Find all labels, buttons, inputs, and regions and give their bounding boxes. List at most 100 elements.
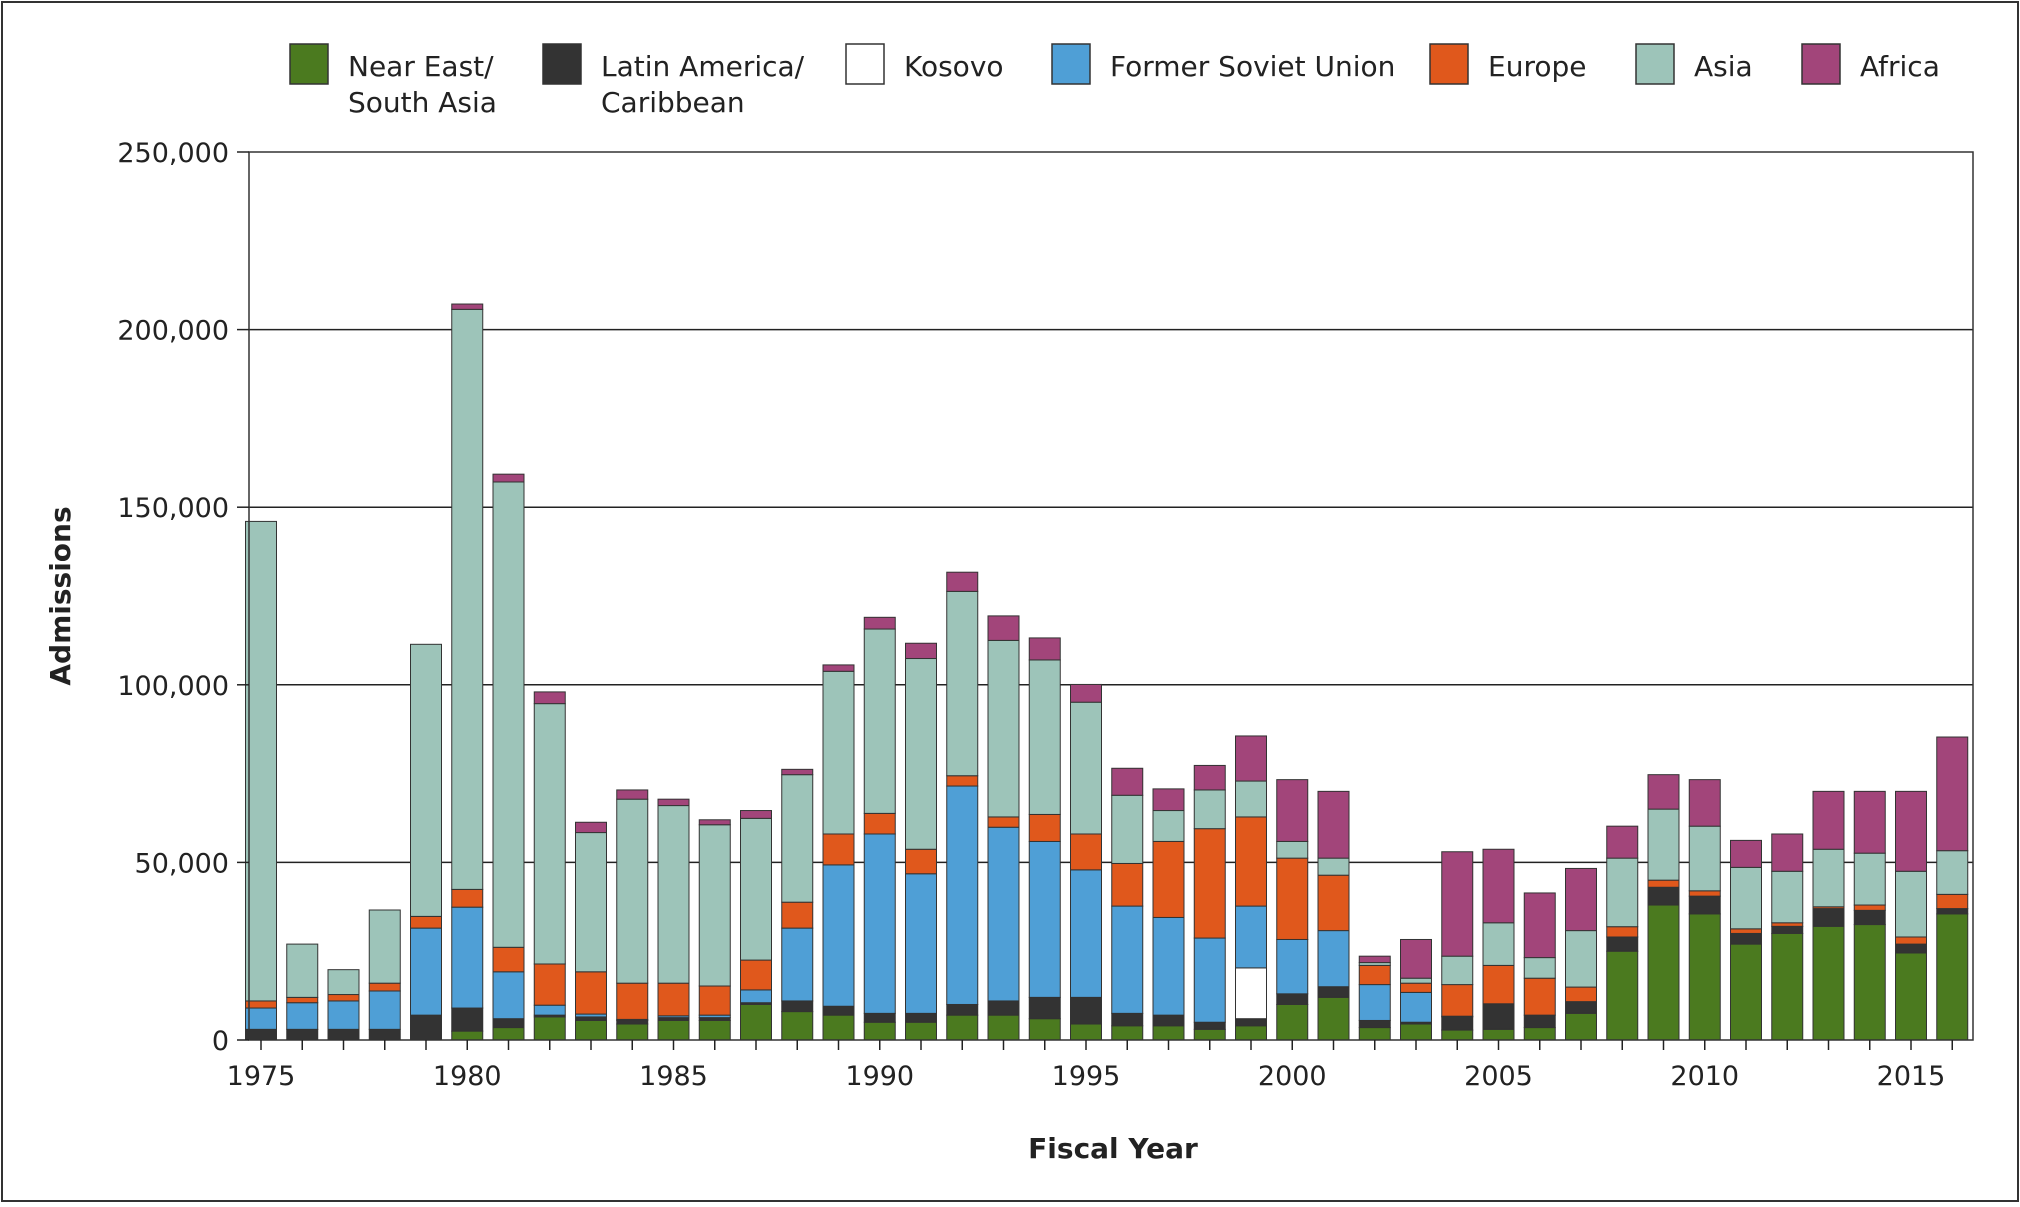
x-axis-label: Fiscal Year — [1028, 1132, 1198, 1165]
bar-segment-africa-2001 — [1317, 790, 1350, 859]
bar-segment-asia-2011 — [1730, 866, 1762, 930]
bar-segment-europe-1985 — [657, 982, 690, 1017]
bar-segment-near-east-south-asia-1995 — [1070, 1023, 1102, 1041]
bar-segment-asia-1984 — [616, 798, 649, 984]
bar-segment-latin-america-caribbean-2007 — [1565, 1001, 1597, 1014]
bar-segment-latin-america-caribbean-1998 — [1193, 1021, 1226, 1030]
legend-item: Near East/South Asia — [289, 43, 497, 119]
bar-segment-africa-1993 — [987, 615, 1020, 641]
bar-segment-asia-2004 — [1441, 955, 1474, 986]
bar-segment-near-east-south-asia-1988 — [781, 1011, 814, 1041]
bar-segment-latin-america-caribbean-1994 — [1028, 996, 1061, 1020]
bar-segment-asia-1977 — [327, 969, 360, 996]
bar-segment-near-east-south-asia-2002 — [1358, 1027, 1391, 1041]
bar-segment-europe-1991 — [905, 848, 937, 875]
bar-segment-near-east-south-asia-1986 — [698, 1019, 731, 1041]
bar-segment-latin-america-caribbean-1999 — [1235, 1018, 1267, 1027]
bar-segment-near-east-south-asia-1985 — [657, 1019, 690, 1041]
bar-segment-asia-1986 — [698, 824, 731, 987]
bar-segment-africa-1989 — [822, 664, 855, 672]
bar-segment-near-east-south-asia-2011 — [1730, 943, 1762, 1041]
bar-segment-asia-2009 — [1647, 808, 1680, 881]
bar-segment-former-soviet-union-1997 — [1152, 916, 1185, 1016]
y-tick-label: 50,000 — [135, 848, 229, 879]
bar-segment-europe-1976 — [286, 996, 319, 1004]
x-tick-label: 2000 — [1258, 1061, 1327, 1092]
bar-segment-asia-2008 — [1606, 857, 1639, 928]
legend-item: Africa — [1801, 43, 1940, 85]
bar-segment-near-east-south-asia-1998 — [1193, 1028, 1226, 1041]
x-tick-label: 1985 — [639, 1061, 708, 1092]
bar-segment-africa-2011 — [1730, 839, 1762, 868]
bar-segment-near-east-south-asia-1987 — [740, 1003, 772, 1041]
bar-segment-africa-2009 — [1647, 774, 1680, 810]
bar-segment-asia-1996 — [1111, 794, 1144, 864]
bar-segment-latin-america-caribbean-2000 — [1276, 993, 1309, 1005]
legend-swatch — [1051, 43, 1091, 85]
bar-segment-asia-1981 — [492, 481, 525, 948]
bar-segment-near-east-south-asia-1994 — [1028, 1018, 1061, 1041]
bar-segment-africa-2000 — [1276, 779, 1309, 842]
bar-segment-africa-1986 — [698, 819, 731, 826]
bar-segment-europe-1993 — [987, 816, 1020, 828]
bar-segment-africa-1994 — [1028, 637, 1061, 661]
bar-segment-latin-america-caribbean-2010 — [1688, 895, 1721, 915]
bar-segment-near-east-south-asia-1992 — [946, 1014, 979, 1041]
bar-segment-europe-1983 — [575, 971, 607, 1015]
legend-swatch — [289, 43, 329, 85]
bars — [245, 303, 1969, 1041]
bar-segment-asia-1978 — [368, 909, 401, 984]
bar-segment-africa-2013 — [1812, 790, 1845, 850]
bar-segment-latin-america-caribbean-2006 — [1523, 1014, 1556, 1029]
bar-segment-near-east-south-asia-2014 — [1853, 924, 1886, 1041]
legend-label: Kosovo — [904, 50, 1004, 83]
legend-label: Europe — [1488, 50, 1586, 83]
bar-segment-europe-1980 — [451, 888, 484, 908]
bar-segment-near-east-south-asia-1993 — [987, 1014, 1020, 1041]
bar-segment-near-east-south-asia-1981 — [492, 1027, 525, 1041]
bar-segment-europe-2004 — [1441, 984, 1474, 1017]
bar-segment-former-soviet-union-1991 — [905, 873, 937, 1014]
bar-segment-europe-1990 — [863, 812, 896, 835]
bar-segment-asia-2005 — [1482, 922, 1515, 966]
bar-segment-europe-1982 — [533, 963, 566, 1006]
bar-segment-asia-1976 — [286, 943, 319, 998]
bar-segment-former-soviet-union-2002 — [1358, 984, 1391, 1021]
bar-segment-former-soviet-union-1976 — [286, 1002, 319, 1030]
legend-item: Asia — [1635, 43, 1753, 85]
bar-segment-europe-1977 — [327, 994, 360, 1002]
bar-segment-africa-1981 — [492, 473, 525, 483]
bar-segment-africa-2006 — [1523, 892, 1556, 959]
bar-segment-africa-1995 — [1070, 683, 1102, 703]
bar-segment-europe-2000 — [1276, 857, 1309, 940]
bar-segment-kosovo-1999 — [1235, 967, 1267, 1020]
legend-label: Asia — [1694, 50, 1753, 83]
bar-segment-africa-1992 — [946, 571, 979, 592]
bar-segment-latin-america-caribbean-1984 — [616, 1019, 649, 1025]
bar-segment-former-soviet-union-2001 — [1317, 930, 1350, 988]
bar-segment-europe-2014 — [1853, 904, 1886, 911]
bar-segment-latin-america-caribbean-1976 — [286, 1028, 319, 1041]
bar-segment-africa-1980 — [451, 303, 484, 310]
legend-swatch — [1635, 43, 1675, 85]
bar-segment-former-soviet-union-1988 — [781, 927, 814, 1002]
bar-segment-latin-america-caribbean-1997 — [1152, 1014, 1185, 1027]
bar-segment-asia-1990 — [863, 628, 896, 814]
legend-swatch — [1801, 43, 1841, 85]
bar-segment-former-soviet-union-1980 — [451, 906, 484, 1009]
bar-segment-europe-2001 — [1317, 874, 1350, 932]
bar-segment-latin-america-caribbean-2011 — [1730, 932, 1762, 945]
bar-segment-africa-1999 — [1235, 735, 1267, 782]
legend-item: Latin America/Caribbean — [542, 43, 805, 119]
bar-segment-europe-2008 — [1606, 926, 1639, 938]
legend-swatch — [1429, 43, 1469, 85]
bar-segment-former-soviet-union-1999 — [1235, 905, 1267, 969]
bar-segment-asia-1989 — [822, 670, 855, 835]
bar-segment-europe-1992 — [946, 775, 979, 787]
bar-segment-europe-1979 — [410, 915, 442, 929]
x-tick-label: 2010 — [1670, 1061, 1739, 1092]
bar-segment-former-soviet-union-1989 — [822, 864, 855, 1007]
bar-segment-asia-2016 — [1936, 850, 1969, 895]
bar-segment-asia-2003 — [1400, 977, 1432, 984]
bar-segment-asia-1983 — [575, 832, 607, 973]
